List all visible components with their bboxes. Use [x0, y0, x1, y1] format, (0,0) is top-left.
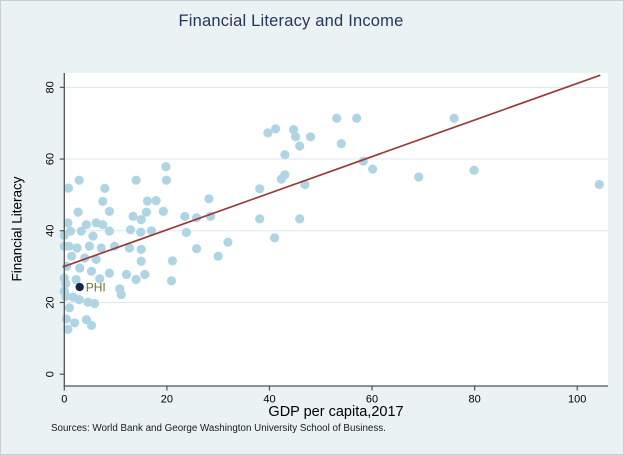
- x-tick-label-0: 0: [61, 394, 67, 406]
- y-tick-label-80: 80: [44, 81, 56, 93]
- scatter-point: [469, 165, 479, 175]
- scatter-point: [128, 211, 138, 221]
- scatter-point: [73, 207, 83, 217]
- scatter-point: [336, 139, 346, 149]
- scatter-point: [166, 276, 177, 286]
- scatter-point: [86, 320, 97, 330]
- scatter-point: [98, 196, 108, 206]
- scatter-point: [72, 243, 82, 253]
- y-axis-title: Financial Literacy: [9, 176, 25, 282]
- scatter-point: [64, 241, 74, 251]
- scatter-point: [594, 179, 604, 190]
- scatter-point: [136, 215, 146, 225]
- scatter-point: [271, 124, 281, 134]
- scatter-point: [151, 196, 161, 206]
- highlight-point-phi: [75, 282, 84, 292]
- scatter-point: [95, 274, 105, 284]
- scatter-point: [161, 162, 171, 172]
- scatter-point: [146, 226, 157, 236]
- scatter-point: [213, 251, 223, 261]
- scatter-point: [180, 211, 190, 221]
- scatter-point: [104, 268, 114, 278]
- chart-title: Financial Literacy and Income: [178, 12, 404, 30]
- scatter-point: [61, 314, 71, 324]
- scatter-point: [74, 175, 84, 185]
- scatter-point: [270, 233, 280, 243]
- scatter-point: [289, 125, 299, 135]
- scatter-point: [104, 206, 114, 216]
- scatter-point: [61, 278, 71, 289]
- scatter-point: [136, 256, 146, 266]
- scatter-point: [104, 226, 114, 236]
- scatter-point: [84, 241, 94, 251]
- scatter-point: [136, 227, 146, 237]
- scatter-point: [61, 291, 71, 301]
- scatter-point: [63, 183, 73, 193]
- highlight-label-phi: PHI: [86, 281, 106, 295]
- scatter-point: [255, 214, 265, 224]
- scatter-point: [86, 266, 97, 276]
- scatter-point: [352, 113, 362, 123]
- x-tick-label-100: 100: [568, 394, 586, 406]
- fit-line: [62, 74, 601, 268]
- scatter-point: [161, 175, 171, 185]
- scatter-point: [71, 274, 81, 285]
- scatter-point: [181, 227, 191, 238]
- x-axis-title: GDP per capita,2017: [268, 404, 404, 420]
- scatter-point: [63, 218, 73, 228]
- y-tick-label-0: 0: [44, 371, 56, 377]
- scatter-point: [192, 244, 202, 254]
- scatter-point: [255, 184, 265, 194]
- scatter-point: [158, 206, 168, 216]
- x-tick-label-40: 40: [263, 394, 275, 406]
- scatter-point: [280, 150, 290, 160]
- scatter-point: [121, 269, 131, 280]
- scatter-point: [75, 263, 85, 273]
- scatter-point: [142, 196, 152, 206]
- scatter-point: [140, 269, 150, 280]
- scatter-point: [74, 295, 84, 305]
- scatter-point: [76, 226, 86, 236]
- scatter-point: [332, 113, 342, 123]
- scatter-point: [368, 164, 378, 174]
- scatter-point: [449, 113, 459, 123]
- scatter-point: [136, 244, 146, 254]
- scatter-point: [81, 220, 91, 230]
- scatter-point: [141, 207, 151, 217]
- scatter-point: [90, 298, 100, 309]
- source-note: Sources: World Bank and George Washingto…: [51, 423, 386, 434]
- scatter-point: [98, 220, 108, 230]
- scatter-point: [295, 214, 305, 224]
- scatter-point: [305, 132, 316, 142]
- scatter-point: [96, 243, 106, 253]
- scatter-point: [167, 256, 178, 266]
- scatter-point: [414, 172, 424, 182]
- y-tick-label-40: 40: [44, 225, 56, 237]
- scatter-point: [131, 175, 141, 185]
- scatter-point: [280, 170, 290, 180]
- y-tick-label-60: 60: [44, 153, 56, 165]
- scatter-point: [91, 254, 101, 264]
- scatter-point: [124, 243, 134, 253]
- x-tick-label-80: 80: [469, 394, 481, 406]
- scatter-point: [125, 225, 136, 235]
- scatter-point: [66, 251, 77, 261]
- scatter-point: [223, 237, 233, 247]
- scatter-point: [291, 132, 301, 142]
- scatter-point: [295, 141, 305, 151]
- scatter-point: [131, 274, 141, 285]
- scatter-point: [204, 194, 214, 204]
- scatter-point: [64, 303, 74, 313]
- x-tick-label-60: 60: [366, 394, 378, 406]
- scatter-point: [100, 183, 110, 193]
- scatter-point: [116, 290, 126, 300]
- x-tick-label-20: 20: [161, 394, 173, 406]
- scatter-point: [70, 318, 80, 328]
- y-tick-label-20: 20: [44, 296, 56, 308]
- scatter-point: [63, 324, 73, 334]
- scatter-point: [263, 128, 273, 138]
- scatter-point: [88, 231, 98, 241]
